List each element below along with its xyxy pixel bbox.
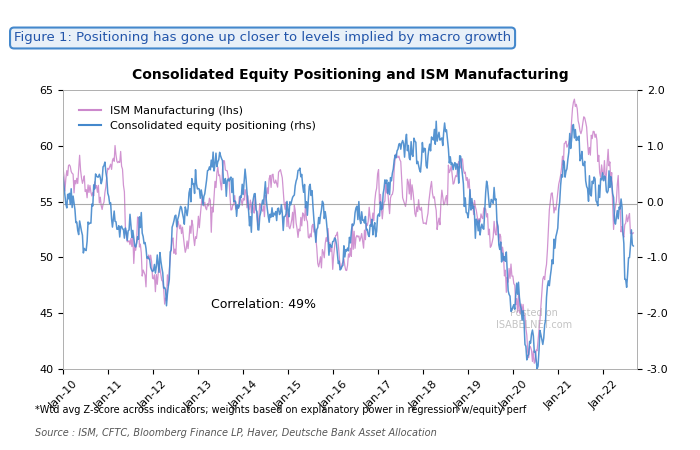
Legend: ISM Manufacturing (lhs), Consolidated equity positioning (rhs): ISM Manufacturing (lhs), Consolidated eq… bbox=[74, 101, 320, 135]
Text: Posted on
ISABELNET.com: Posted on ISABELNET.com bbox=[496, 308, 572, 329]
Text: Figure 1: Positioning has gone up closer to levels implied by macro growth: Figure 1: Positioning has gone up closer… bbox=[14, 32, 511, 45]
Text: Source : ISM, CFTC, Bloomberg Finance LP, Haver, Deutsche Bank Asset Allocation: Source : ISM, CFTC, Bloomberg Finance LP… bbox=[35, 428, 437, 437]
Text: *Wtd avg Z-score across indicators; weights based on explanatory power in regres: *Wtd avg Z-score across indicators; weig… bbox=[35, 405, 526, 415]
Text: Correlation: 49%: Correlation: 49% bbox=[211, 297, 316, 310]
Title: Consolidated Equity Positioning and ISM Manufacturing: Consolidated Equity Positioning and ISM … bbox=[132, 68, 568, 82]
